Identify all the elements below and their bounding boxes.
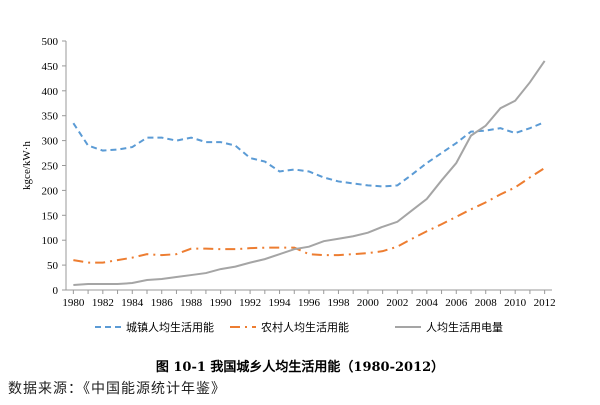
x-tick-label: 1986	[151, 297, 174, 309]
x-tick-label: 2012	[534, 297, 556, 309]
x-tick-label: 2006	[445, 297, 468, 309]
y-tick-label: 150	[42, 210, 59, 222]
x-tick-label: 1982	[92, 297, 114, 309]
data-source: 数据来源：《中国能源统计年鉴》	[8, 381, 226, 397]
x-tick-label: 1998	[327, 297, 350, 309]
y-tick-label: 200	[42, 185, 59, 197]
legend-label-2: 农村人均生活用能	[261, 320, 349, 334]
legend-label-1: 城镇人均生活用能	[126, 320, 214, 334]
x-tick-label: 1994	[269, 297, 292, 309]
y-tick-label: 100	[42, 235, 59, 247]
x-tick-label: 2002	[386, 297, 408, 309]
y-tick-label: 50	[47, 260, 59, 272]
x-tick-label: 1996	[298, 297, 321, 309]
y-tick-label: 450	[42, 61, 59, 73]
x-tick-label: 2008	[475, 297, 498, 309]
y-tick-label: 350	[42, 111, 59, 123]
y-tick-label: 500	[42, 36, 59, 48]
series-line-3	[73, 60, 546, 287]
x-tick-label: 2010	[504, 297, 527, 309]
figure-caption: 图 10-1 我国城乡人均生活用能（1980-2012）	[155, 360, 445, 375]
series-line-1	[72, 121, 546, 188]
x-tick-label: 2000	[357, 297, 380, 309]
x-tick-label: 1992	[239, 297, 261, 309]
x-tick-label: 1980	[62, 297, 85, 309]
x-tick-label: 1990	[210, 297, 233, 309]
legend-label-3: 人均生活用电量	[426, 320, 503, 334]
y-axis-label: kgce/kW·h	[21, 141, 33, 190]
x-tick-label: 1988	[180, 297, 203, 309]
series-line-2	[73, 167, 546, 264]
y-tick-label: 400	[42, 86, 59, 98]
y-tick-label: 300	[42, 136, 59, 148]
y-tick-label: 0	[53, 285, 59, 297]
y-tick-label: 250	[42, 161, 59, 173]
line-chart: 0 50 100 150 200 250 300 350 400 450 500 1980 1982 19…	[21, 36, 556, 334]
x-tick-label: 2004	[416, 297, 439, 309]
x-tick-label: 1984	[121, 297, 144, 309]
